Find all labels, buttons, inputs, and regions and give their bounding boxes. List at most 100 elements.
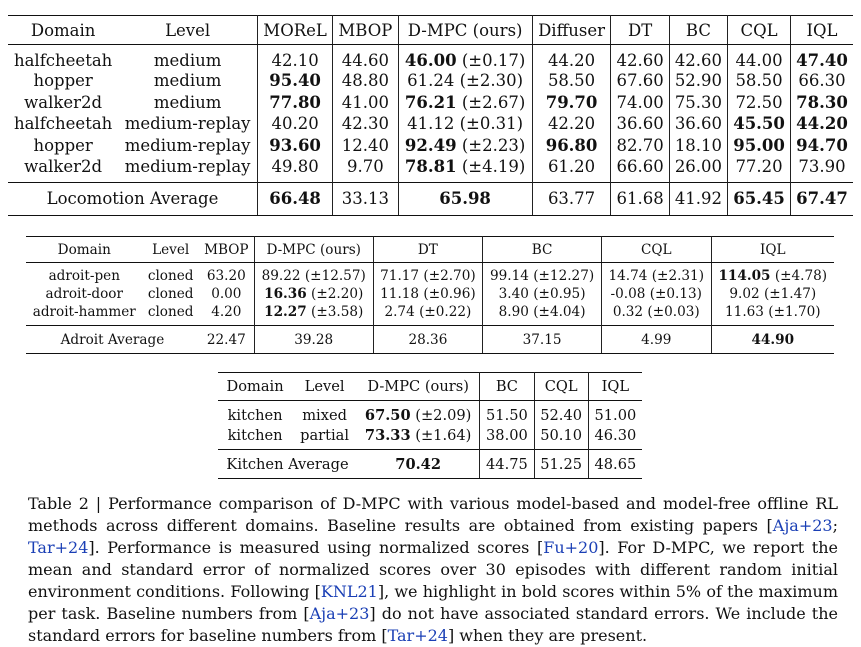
cql-average: 4.99	[601, 325, 712, 354]
table-row: halfcheetah medium-replay 40.20 42.30 41…	[8, 113, 853, 135]
col-header-domain: Domain	[218, 372, 293, 401]
average-label: Kitchen Average	[218, 449, 358, 479]
adroit-results-table: Domain Level MBOP D-MPC (ours) DT BC CQL…	[26, 236, 834, 354]
domain-cell: walker2d	[24, 157, 103, 177]
citation-link-aja23[interactable]: Aja+23	[309, 604, 370, 623]
average-label: Adroit Average	[26, 325, 199, 354]
dmpc-mean: 67.50	[364, 407, 411, 425]
iql-average: 48.65	[588, 449, 642, 479]
bc-mean: 3.40	[498, 286, 529, 302]
dmpc-cell: 76.21 (±2.67)	[398, 91, 533, 113]
cql-cell: 72.50	[727, 91, 792, 113]
dt-cell: 36.60	[610, 113, 670, 135]
dt-cell: 74.00	[610, 91, 670, 113]
domain-cell: kitchen	[227, 407, 283, 425]
cql-cell: 52.40	[534, 400, 589, 426]
iql-cell: 47.40	[796, 51, 848, 70]
citation-link-tar24[interactable]: Tar+24	[28, 538, 89, 557]
table-row: halfcheetah medium 42.10 44.60 46.00 (±0…	[8, 44, 853, 70]
citation-link-fu20[interactable]: Fu+20	[543, 538, 599, 557]
domain-cell: adroit-pen	[48, 268, 120, 284]
dmpc-mean: 76.21	[404, 92, 457, 112]
mbop-cell: 9.70	[332, 156, 399, 182]
table-header-row: Domain Level D-MPC (ours) BC CQL IQL	[218, 372, 642, 401]
level-cell: medium	[118, 70, 258, 92]
col-header-domain: Domain	[26, 236, 143, 263]
citation-link-tar24[interactable]: Tar+24	[387, 626, 448, 645]
cql-stderr: (±0.13)	[649, 286, 702, 302]
dmpc-stderr: (±2.09)	[415, 407, 472, 425]
iql-mean: 9.02	[729, 286, 760, 302]
iql-stderr: (±1.47)	[763, 286, 817, 302]
level-cell: cloned	[147, 304, 194, 320]
caption-text: ], we highlight in bold scores within 5%…	[28, 582, 838, 623]
table-row: adroit-hammer cloned 4.20 12.27 (±3.58) …	[26, 303, 834, 326]
dt-cell: 67.60	[610, 70, 670, 92]
dmpc-cell: 61.24 (±2.30)	[398, 70, 533, 92]
level-cell: medium	[118, 91, 258, 113]
mbop-cell: 41.00	[332, 91, 399, 113]
diffuser-cell: 61.20	[532, 156, 612, 182]
dmpc-cell: 89.22 (±12.57)	[254, 262, 374, 285]
bc-cell: 38.00	[479, 425, 535, 450]
cql-stderr: (±2.31)	[651, 268, 705, 284]
col-header-iql: IQL	[790, 15, 853, 45]
diffuser-cell: 42.20	[532, 113, 612, 135]
dmpc-mean: 12.27	[264, 304, 307, 320]
bc-average: 44.75	[479, 449, 535, 479]
caption-text: ]. For D-MPC, we report the mean and sta…	[28, 538, 839, 601]
dmpc-stderr: (±0.31)	[459, 114, 524, 134]
cql-mean: 14.74	[608, 268, 648, 284]
level-cell: medium	[118, 44, 258, 70]
dt-mean: 71.17	[380, 268, 420, 284]
dmpc-cell: 73.33 (±1.64)	[357, 425, 481, 450]
bc-stderr: (±12.27)	[533, 268, 595, 284]
bc-stderr: (±4.04)	[533, 304, 586, 320]
bc-cell: 3.40 (±0.95)	[482, 285, 602, 303]
bc-cell: 36.60	[669, 113, 729, 135]
mbop-cell: 42.30	[332, 113, 399, 135]
domain-cell: walker2d	[24, 92, 103, 112]
morel-cell: 77.80	[257, 91, 334, 113]
bc-cell: 8.90 (±4.04)	[482, 303, 602, 326]
citation-link-aja23[interactable]: Aja+23	[772, 516, 833, 535]
dmpc-mean: 73.33	[364, 426, 411, 444]
level-cell: mixed	[302, 407, 347, 425]
col-header-cql: CQL	[601, 236, 712, 263]
col-header-domain: Domain	[8, 15, 119, 45]
table-row: hopper medium 95.40 48.80 61.24 (±2.30) …	[8, 70, 853, 92]
cql-cell: 50.10	[534, 425, 589, 450]
dmpc-cell: 16.36 (±2.20)	[254, 285, 374, 303]
morel-cell: 40.20	[257, 113, 334, 135]
cql-cell: 14.74 (±2.31)	[601, 262, 712, 285]
col-header-mbop: MBOP	[198, 236, 255, 263]
dmpc-stderr: (±0.17)	[461, 51, 526, 70]
table-header-row: Domain Level MBOP D-MPC (ours) DT BC CQL…	[26, 236, 834, 263]
col-header-mbop: MBOP	[332, 15, 399, 45]
mbop-cell: 63.20	[198, 262, 255, 285]
dmpc-cell: 12.27 (±3.58)	[254, 303, 374, 326]
diffuser-cell: 44.20	[532, 44, 612, 70]
col-header-bc: BC	[669, 15, 729, 45]
morel-cell: 49.80	[257, 156, 334, 182]
dmpc-stderr: (±2.20)	[311, 286, 364, 302]
dmpc-average: 70.42	[357, 449, 481, 479]
cql-cell: 0.32 (±0.03)	[601, 303, 712, 326]
iql-average: 44.90	[711, 325, 834, 354]
col-header-bc: BC	[482, 236, 602, 263]
dmpc-mean: 89.22	[261, 268, 301, 284]
table-header-row: Domain Level MOReL MBOP D-MPC (ours) Dif…	[8, 15, 853, 45]
table-row: adroit-pen cloned 63.20 89.22 (±12.57) 7…	[26, 262, 834, 285]
table-row: walker2d medium 77.80 41.00 76.21 (±2.67…	[8, 91, 853, 113]
iql-cell: 73.90	[798, 157, 846, 177]
dmpc-stderr: (±1.64)	[415, 426, 472, 444]
average-row: Adroit Average 22.47 39.28 28.36 37.15 4…	[26, 325, 834, 354]
citation-link-knl21[interactable]: KNL21	[320, 582, 378, 601]
caption-text: ]. Performance is measured using normali…	[88, 538, 544, 557]
dmpc-stderr: (±12.57)	[304, 268, 366, 284]
dmpc-cell: 46.00 (±0.17)	[398, 44, 533, 70]
table-row: kitchen mixed 67.50 (±2.09) 51.50 52.40 …	[218, 400, 642, 426]
bc-average: 37.15	[482, 325, 602, 354]
dmpc-stderr: (±2.67)	[461, 92, 526, 112]
mbop-cell: 4.20	[198, 303, 255, 326]
